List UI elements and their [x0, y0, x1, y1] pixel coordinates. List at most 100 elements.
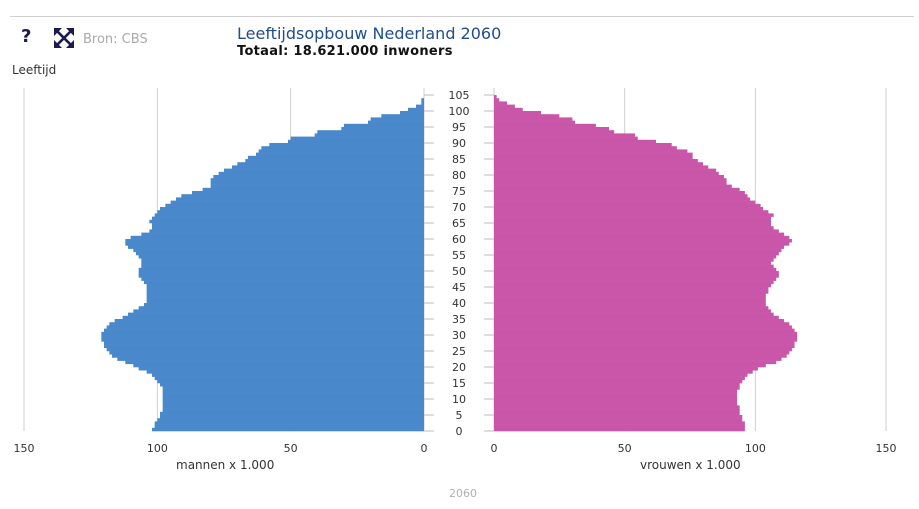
bar-vrouwen-age-43: [494, 290, 769, 294]
bar-mannen-age-3: [157, 418, 425, 422]
bar-vrouwen-age-83: [494, 162, 704, 166]
bar-vrouwen-age-35: [494, 315, 779, 320]
bar-vrouwen-age-69: [494, 207, 764, 211]
bar-mannen-age-49: [138, 271, 424, 275]
bar-vrouwen-age-86: [494, 152, 693, 157]
bar-vrouwen-age-75: [494, 187, 740, 192]
bar-vrouwen-age-68: [494, 210, 769, 214]
age-tick-label: 40: [452, 297, 466, 310]
bar-vrouwen-age-102: [494, 101, 508, 105]
bar-mannen-age-46: [144, 280, 424, 285]
bar-vrouwen-age-82: [494, 165, 709, 169]
bar-mannen-age-92: [314, 133, 424, 137]
bar-vrouwen-age-2: [494, 421, 745, 425]
bar-mannen-age-90: [288, 139, 424, 144]
chart-subtitle: Totaal: 18.621.000 inwoners: [237, 44, 453, 59]
age-tick-label: 75: [452, 185, 466, 198]
bar-mannen-age-40: [146, 299, 424, 304]
bar-mannen-age-63: [152, 226, 424, 230]
age-tick-label: 55: [452, 249, 466, 262]
bar-mannen-age-32: [106, 325, 425, 329]
bar-vrouwen-age-65: [494, 219, 772, 224]
bar-vrouwen-age-101: [494, 104, 515, 109]
bar-vrouwen-age-99: [494, 111, 542, 115]
bar-mannen-age-30: [101, 331, 424, 336]
bar-mannen-age-95: [344, 123, 424, 128]
bar-vrouwen-age-49: [494, 271, 779, 275]
x-tick-label-mannen: 100: [147, 442, 168, 455]
bar-vrouwen-age-88: [494, 146, 677, 150]
bar-vrouwen-age-10: [494, 395, 738, 400]
age-tick-label: 80: [452, 169, 466, 182]
bar-vrouwen-age-8: [494, 402, 738, 406]
bar-mannen-age-79: [213, 175, 424, 179]
bar-vrouwen-age-79: [494, 175, 724, 179]
bar-mannen-age-89: [269, 143, 424, 147]
bar-vrouwen-age-6: [494, 408, 740, 413]
bar-mannen-age-59: [125, 239, 424, 243]
bar-vrouwen-age-58: [494, 242, 790, 246]
help-icon[interactable]: ?: [21, 26, 32, 47]
bar-mannen-age-76: [210, 184, 424, 189]
bar-mannen-age-48: [138, 274, 424, 278]
header-divider: [10, 16, 914, 17]
x-tick-label-mannen: 150: [14, 442, 35, 455]
bar-vrouwen-age-60: [494, 235, 790, 240]
bar-vrouwen-age-16: [494, 376, 745, 381]
bar-mannen-age-60: [130, 235, 424, 240]
bar-vrouwen-age-66: [494, 216, 772, 221]
fullscreen-expand-icon[interactable]: [53, 27, 75, 49]
bar-mannen-age-45: [146, 283, 424, 288]
bar-vrouwen-age-100: [494, 107, 523, 112]
bar-vrouwen-age-56: [494, 248, 782, 253]
year-selector-label[interactable]: 2060: [449, 487, 477, 500]
bar-vrouwen-age-13: [494, 386, 740, 390]
bar-vrouwen-age-91: [494, 136, 638, 141]
x-axis-label-mannen: mannen x 1.000: [176, 458, 275, 472]
bar-vrouwen-age-67: [494, 213, 774, 217]
bar-vrouwen-age-15: [494, 379, 743, 384]
bar-mannen-age-20: [133, 363, 425, 368]
bar-vrouwen-age-84: [494, 159, 698, 163]
bar-vrouwen-age-9: [494, 399, 738, 403]
bar-vrouwen-age-34: [494, 319, 785, 323]
bar-vrouwen-age-54: [494, 255, 777, 259]
bar-mannen-age-4: [160, 415, 424, 419]
bar-mannen-age-19: [138, 367, 424, 371]
bar-mannen-age-47: [141, 277, 425, 281]
bar-vrouwen-age-29: [494, 335, 798, 339]
bar-vrouwen-age-55: [494, 251, 779, 256]
bar-vrouwen-age-74: [494, 191, 745, 195]
bar-vrouwen-age-72: [494, 197, 751, 201]
bar-mannen-age-94: [341, 127, 424, 131]
bar-mannen-age-71: [170, 200, 424, 205]
age-tick-label: 50: [452, 265, 466, 278]
x-tick-label-mannen: 50: [284, 442, 298, 455]
x-tick-label-vrouwen: 150: [876, 442, 897, 455]
age-tick-label: 85: [452, 153, 466, 166]
bar-vrouwen-age-37: [494, 309, 772, 313]
bar-mannen-age-25: [106, 347, 425, 352]
x-axis-label-vrouwen: vrouwen x 1.000: [640, 458, 741, 472]
bar-mannen-age-97: [370, 117, 424, 121]
bar-mannen-age-50: [138, 267, 424, 272]
bar-mannen-age-99: [400, 111, 424, 115]
bar-mannen-age-75: [202, 187, 424, 192]
bar-vrouwen-age-90: [494, 139, 657, 144]
bar-mannen-age-13: [162, 386, 424, 390]
bar-mannen-age-9: [162, 399, 424, 403]
age-tick-label: 65: [452, 217, 466, 230]
age-tick-label: 25: [452, 345, 466, 358]
age-tick-label: 95: [452, 121, 466, 134]
age-tick-label: 90: [452, 137, 466, 150]
bar-vrouwen-age-14: [494, 383, 740, 387]
bar-mannen-age-102: [421, 101, 424, 105]
bar-vrouwen-age-36: [494, 312, 774, 317]
bar-mannen-age-26: [104, 344, 424, 349]
bar-vrouwen-age-22: [494, 357, 782, 361]
bar-mannen-age-61: [141, 232, 425, 237]
bar-vrouwen-age-18: [494, 370, 753, 374]
bar-vrouwen-age-50: [494, 267, 777, 272]
bar-vrouwen-age-62: [494, 229, 779, 233]
